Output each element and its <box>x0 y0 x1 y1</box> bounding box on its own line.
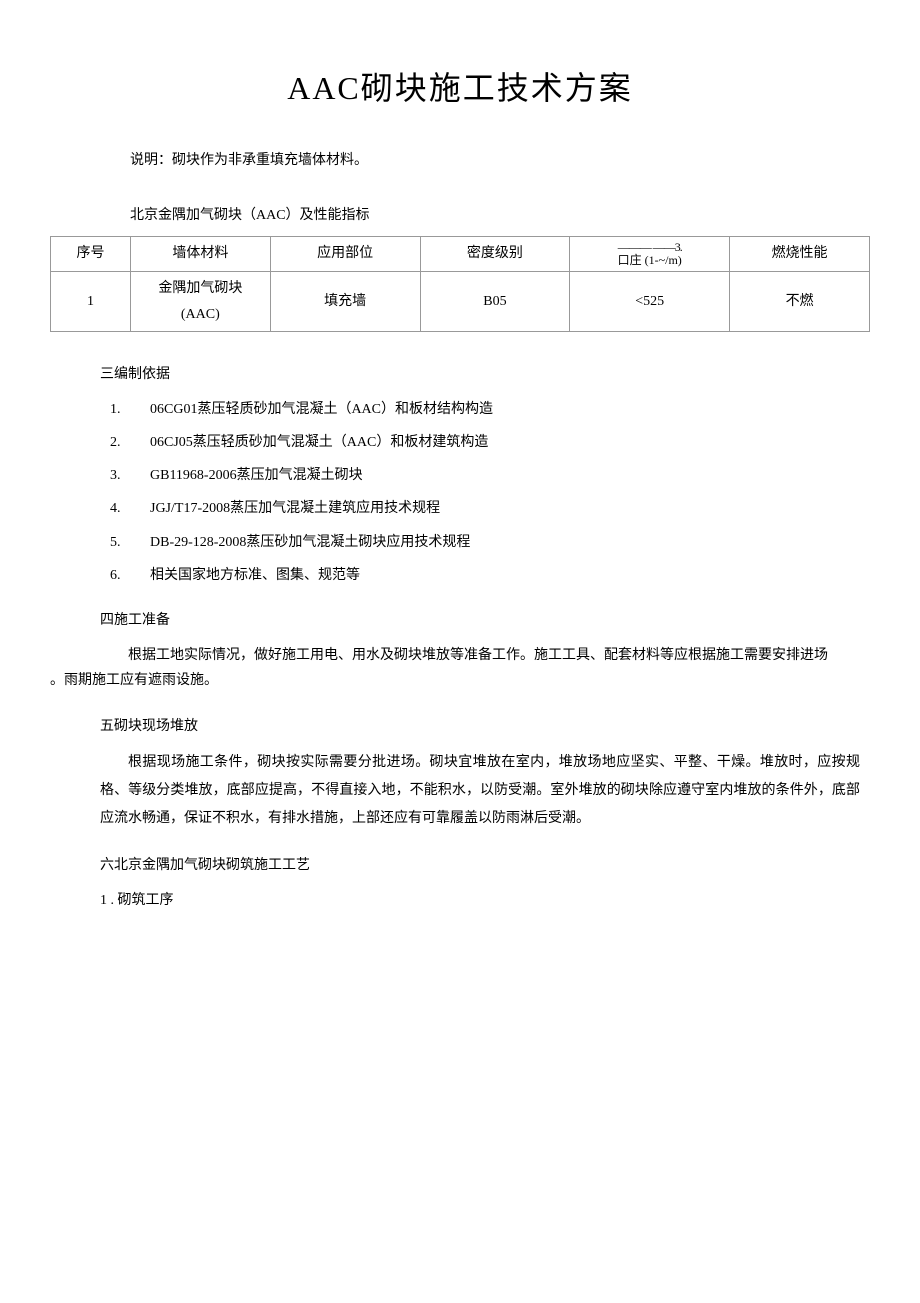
header-density-value: ——— ——3. 口庄 (1-~/m) <box>570 236 730 271</box>
list-num: 3. <box>110 463 150 488</box>
cell-density-grade: B05 <box>420 272 570 331</box>
section-5-para: 根据现场施工条件，砌块按实际需要分批进场。砌块宜堆放在室内，堆放场地应坚实、平整… <box>100 749 860 833</box>
header-fire: 燃烧性能 <box>730 236 870 271</box>
list-num: 4. <box>110 496 150 521</box>
list-item: 5. DB-29-128-2008蒸压砂加气混凝土砌块应用技术规程 <box>110 530 870 555</box>
section-4: 四施工准备 根据工地实际情况，做好施工用电、用水及砌块堆放等准备工作。施工工具、… <box>50 608 870 694</box>
header-density-grade: 密度级别 <box>420 236 570 271</box>
list-text: 06CG01蒸压轻质砂加气混凝土（AAC）和板材结构构造 <box>150 397 493 422</box>
list-item: 4. JGJ/T17-2008蒸压加气混凝土建筑应用技术规程 <box>110 496 870 521</box>
header-usage: 应用部位 <box>270 236 420 271</box>
list-num: 5. <box>110 530 150 555</box>
cell-density-value: <525 <box>570 272 730 331</box>
document-title: AAC砌块施工技术方案 <box>50 60 870 118</box>
list-text: GB11968-2006蒸压加气混凝土砌块 <box>150 463 363 488</box>
section-4-para-line2: 。雨期施工应有遮雨设施。 <box>50 668 860 693</box>
section-6-heading: 六北京金隅加气砌块砌筑施工工艺 <box>100 853 870 878</box>
cell-material: 金隅加气砌块 (AAC) <box>130 272 270 331</box>
list-item: 2. 06CJ05蒸压轻质砂加气混凝土（AAC）和板材建筑构造 <box>110 430 870 455</box>
section-5: 五砌块现场堆放 根据现场施工条件，砌块按实际需要分批进场。砌块宜堆放在室内，堆放… <box>50 714 870 833</box>
list-text: DB-29-128-2008蒸压砂加气混凝土砌块应用技术规程 <box>150 530 470 555</box>
list-text: JGJ/T17-2008蒸压加气混凝土建筑应用技术规程 <box>150 496 440 521</box>
list-item: 1. 06CG01蒸压轻质砂加气混凝土（AAC）和板材结构构造 <box>110 397 870 422</box>
section-3-list: 1. 06CG01蒸压轻质砂加气混凝土（AAC）和板材结构构造 2. 06CJ0… <box>110 397 870 588</box>
header-material: 墙体材料 <box>130 236 270 271</box>
section-6-sub1: 1 . 砌筑工序 <box>100 888 870 913</box>
list-num: 1. <box>110 397 150 422</box>
header-seq: 序号 <box>51 236 131 271</box>
list-num: 6. <box>110 563 150 588</box>
table-row: 1 金隅加气砌块 (AAC) 填充墙 B05 <525 不燃 <box>51 272 870 331</box>
cell-seq: 1 <box>51 272 131 331</box>
section-3-heading: 三编制依据 <box>100 362 870 387</box>
list-item: 3. GB11968-2006蒸压加气混凝土砌块 <box>110 463 870 488</box>
section-5-heading: 五砌块现场堆放 <box>100 714 870 739</box>
list-item: 6. 相关国家地方标准、图集、规范等 <box>110 563 870 588</box>
cell-material-line2: (AAC) <box>139 302 262 327</box>
header-density-line2: 口庄 (1-~/m) <box>578 254 721 267</box>
section-6: 六北京金隅加气砌块砌筑施工工艺 1 . 砌筑工序 <box>50 853 870 913</box>
list-num: 2. <box>110 430 150 455</box>
cell-usage: 填充墙 <box>270 272 420 331</box>
cell-material-line1: 金隅加气砌块 <box>139 276 262 301</box>
section-4-heading: 四施工准备 <box>100 608 870 633</box>
table-caption: 北京金隅加气砌块（AAC）及性能指标 <box>130 203 870 228</box>
section-3: 三编制依据 1. 06CG01蒸压轻质砂加气混凝土（AAC）和板材结构构造 2.… <box>50 362 870 588</box>
intro-text: 说明：砌块作为非承重填充墙体材料。 <box>130 148 870 173</box>
spec-table: 序号 墙体材料 应用部位 密度级别 ——— ——3. 口庄 (1-~/m) 燃烧… <box>50 236 870 332</box>
list-text: 06CJ05蒸压轻质砂加气混凝土（AAC）和板材建筑构造 <box>150 430 488 455</box>
list-text: 相关国家地方标准、图集、规范等 <box>150 563 360 588</box>
table-header-row: 序号 墙体材料 应用部位 密度级别 ——— ——3. 口庄 (1-~/m) 燃烧… <box>51 236 870 271</box>
section-4-para-line1: 根据工地实际情况，做好施工用电、用水及砌块堆放等准备工作。施工工具、配套材料等应… <box>100 643 860 668</box>
cell-fire: 不燃 <box>730 272 870 331</box>
